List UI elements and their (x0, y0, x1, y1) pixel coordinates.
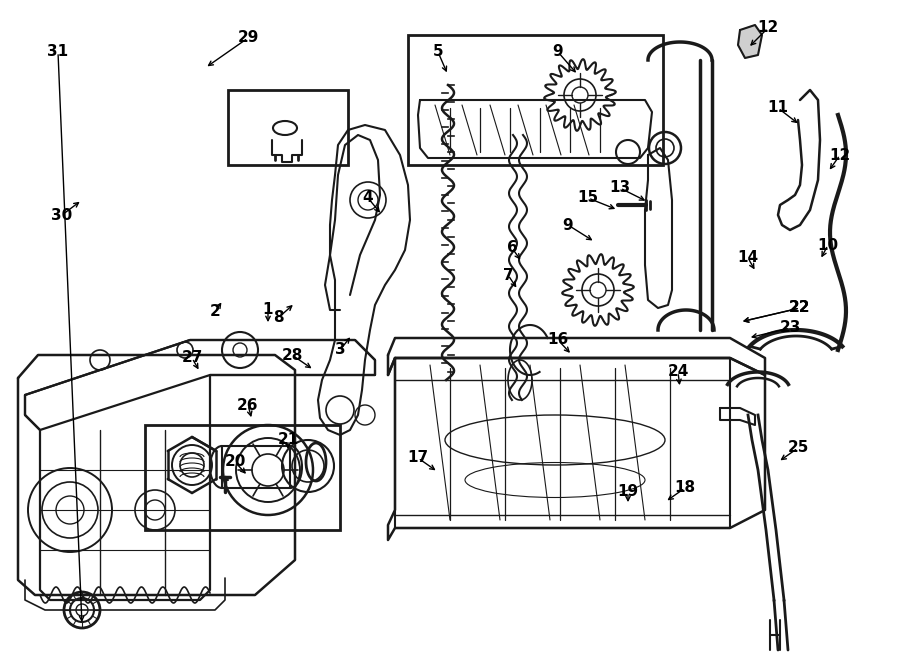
Text: 11: 11 (768, 100, 788, 116)
Text: 30: 30 (51, 208, 73, 223)
Bar (408, 35, 663, 165)
Text: 3: 3 (335, 342, 346, 358)
Polygon shape (738, 25, 762, 58)
Bar (222, 446, 290, 488)
Text: 14: 14 (737, 251, 759, 266)
Text: 24: 24 (667, 364, 688, 379)
Text: 8: 8 (273, 311, 284, 325)
Text: 25: 25 (788, 440, 809, 455)
Text: 1: 1 (263, 303, 274, 317)
Text: 12: 12 (830, 147, 850, 163)
Text: 20: 20 (224, 455, 246, 469)
Bar (145, 425, 340, 530)
Text: 18: 18 (674, 481, 696, 496)
Text: 12: 12 (758, 20, 778, 36)
Text: 19: 19 (617, 485, 639, 500)
Text: 21: 21 (277, 432, 299, 447)
Text: 10: 10 (817, 237, 839, 253)
Text: 28: 28 (282, 348, 302, 362)
Bar (228, 90, 348, 165)
Text: 2: 2 (210, 305, 220, 319)
Text: 4: 4 (363, 190, 374, 206)
Text: 22: 22 (789, 301, 811, 315)
Text: 29: 29 (238, 30, 258, 46)
Text: 22: 22 (789, 301, 811, 315)
Text: 15: 15 (578, 190, 599, 206)
Text: 23: 23 (779, 321, 801, 336)
Text: 7: 7 (503, 268, 513, 282)
Text: 5: 5 (433, 44, 444, 59)
Text: 6: 6 (507, 241, 517, 256)
Text: 13: 13 (609, 180, 631, 196)
Text: 31: 31 (48, 44, 68, 59)
Text: 27: 27 (181, 350, 202, 366)
Text: 9: 9 (562, 217, 573, 233)
Text: 9: 9 (553, 44, 563, 59)
Text: 16: 16 (547, 332, 569, 348)
Text: 17: 17 (408, 451, 428, 465)
Text: 26: 26 (238, 397, 259, 412)
